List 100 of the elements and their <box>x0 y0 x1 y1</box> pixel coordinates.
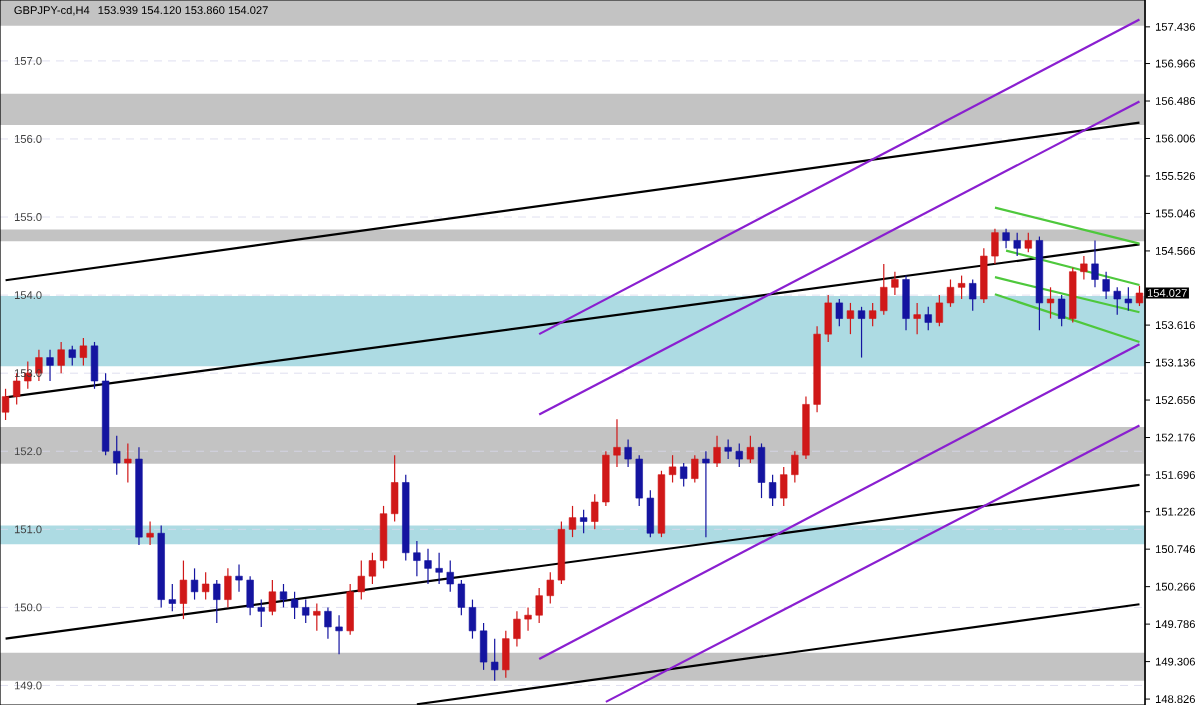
candlestick <box>168 583 176 612</box>
candlestick <box>1080 255 1088 281</box>
candlestick <box>913 302 921 335</box>
candlestick <box>946 278 955 308</box>
candlestick <box>613 418 621 468</box>
chart-title: GBPJPY-cd,H4 <box>14 5 90 16</box>
y-tick-label: 156.0 <box>14 135 42 143</box>
candlestick <box>179 559 188 620</box>
y2-tick-label: 149.786 <box>1155 620 1195 629</box>
y2-tick-label: 151.226 <box>1155 507 1195 516</box>
candlestick <box>1124 286 1132 312</box>
candlestick <box>79 337 88 366</box>
candlestick <box>969 278 977 312</box>
candlestick <box>846 302 855 335</box>
candlestick <box>335 614 343 655</box>
candlestick <box>68 345 76 366</box>
candlestick <box>768 474 777 507</box>
y2-tick-label: 150.746 <box>1155 545 1195 554</box>
candlestick <box>1024 232 1032 253</box>
candlestick <box>546 571 554 605</box>
candlestick <box>924 306 932 331</box>
y-tick-label: 150.0 <box>14 603 42 612</box>
y-tick-label: 154.0 <box>14 291 42 300</box>
y-tick-label: 155.0 <box>14 213 42 221</box>
candlestick <box>735 442 743 468</box>
candlestick <box>313 602 321 632</box>
candlestick <box>268 579 277 616</box>
y2-tick-label: 155.046 <box>1155 209 1195 218</box>
y2-tick-label: 153.136 <box>1155 358 1195 367</box>
candlestick <box>691 454 699 484</box>
candlestick <box>835 298 843 327</box>
y2-tick-label: 156.006 <box>1155 134 1195 143</box>
candlestick <box>1102 271 1110 300</box>
candlestick <box>468 599 477 640</box>
candlestick <box>1091 239 1099 288</box>
candlestick <box>957 274 966 300</box>
y-tick-label: 157.0 <box>14 56 42 65</box>
candlestick <box>235 563 243 593</box>
candlestick <box>991 228 999 265</box>
y2-tick-label: 157.436 <box>1155 22 1195 31</box>
candlestick <box>591 493 599 530</box>
candlestick <box>891 271 899 296</box>
candlestick <box>457 579 465 616</box>
candlestick <box>680 462 688 487</box>
candlestick <box>302 599 310 624</box>
candlestick <box>880 263 888 316</box>
candlestick <box>290 591 299 620</box>
candlestick <box>446 559 454 593</box>
candlestick <box>424 548 432 585</box>
candlestick <box>413 540 421 577</box>
y2-tick-label: 148.826 <box>1155 695 1195 703</box>
candlestick <box>190 567 199 601</box>
candlestick <box>869 302 877 327</box>
candlestick <box>624 438 632 468</box>
y2-tick-label: 152.656 <box>1155 396 1195 404</box>
candlestick <box>702 450 710 538</box>
candlestick <box>57 341 65 374</box>
candlestick <box>1 388 10 421</box>
candlestick <box>224 567 232 609</box>
annotation: 153.939 154.120 153.860 154.027 <box>98 6 268 15</box>
candlestick <box>1058 294 1066 327</box>
candlestick <box>113 435 121 476</box>
candlestick <box>435 552 443 585</box>
candlestick <box>746 435 755 464</box>
y2-tick-label: 156.486 <box>1155 97 1195 105</box>
candlestick <box>1113 286 1121 316</box>
candlestick <box>668 454 677 484</box>
y2-tick-label: 152.176 <box>1155 433 1195 442</box>
candlestick <box>857 306 866 359</box>
candlestick <box>1002 228 1010 249</box>
y2-tick-label: 151.696 <box>1155 471 1195 479</box>
y-tick-label: 149.0 <box>14 681 42 690</box>
y-tick-label: 152.0 <box>14 447 42 456</box>
candlestick <box>146 520 154 546</box>
candlestick <box>791 450 799 484</box>
candlestick <box>491 638 499 682</box>
text: 154.027 <box>1147 289 1187 297</box>
y2-tick-label: 149.306 <box>1155 657 1195 666</box>
candlestick <box>257 599 265 628</box>
candlestick <box>935 294 943 327</box>
candlestick <box>513 610 521 648</box>
y2-tick-label: 156.966 <box>1155 59 1195 68</box>
candlestick <box>780 466 788 507</box>
candlestick <box>724 438 732 460</box>
candlestick <box>124 442 132 484</box>
candlestick <box>524 606 532 632</box>
candlestick <box>279 583 288 609</box>
candlestick <box>580 509 588 534</box>
candlestick <box>324 606 332 640</box>
candlestick <box>568 505 577 538</box>
y2-tick-label: 153.616 <box>1155 321 1195 330</box>
candlestick <box>202 571 210 601</box>
candlestick <box>535 587 543 624</box>
candlestick <box>713 435 721 468</box>
candlestick <box>213 579 221 624</box>
candlestick <box>368 552 377 585</box>
candlestick <box>357 559 365 601</box>
candlestick <box>1013 232 1021 257</box>
candlestick <box>46 349 54 382</box>
y2-tick-label: 150.266 <box>1155 582 1195 591</box>
